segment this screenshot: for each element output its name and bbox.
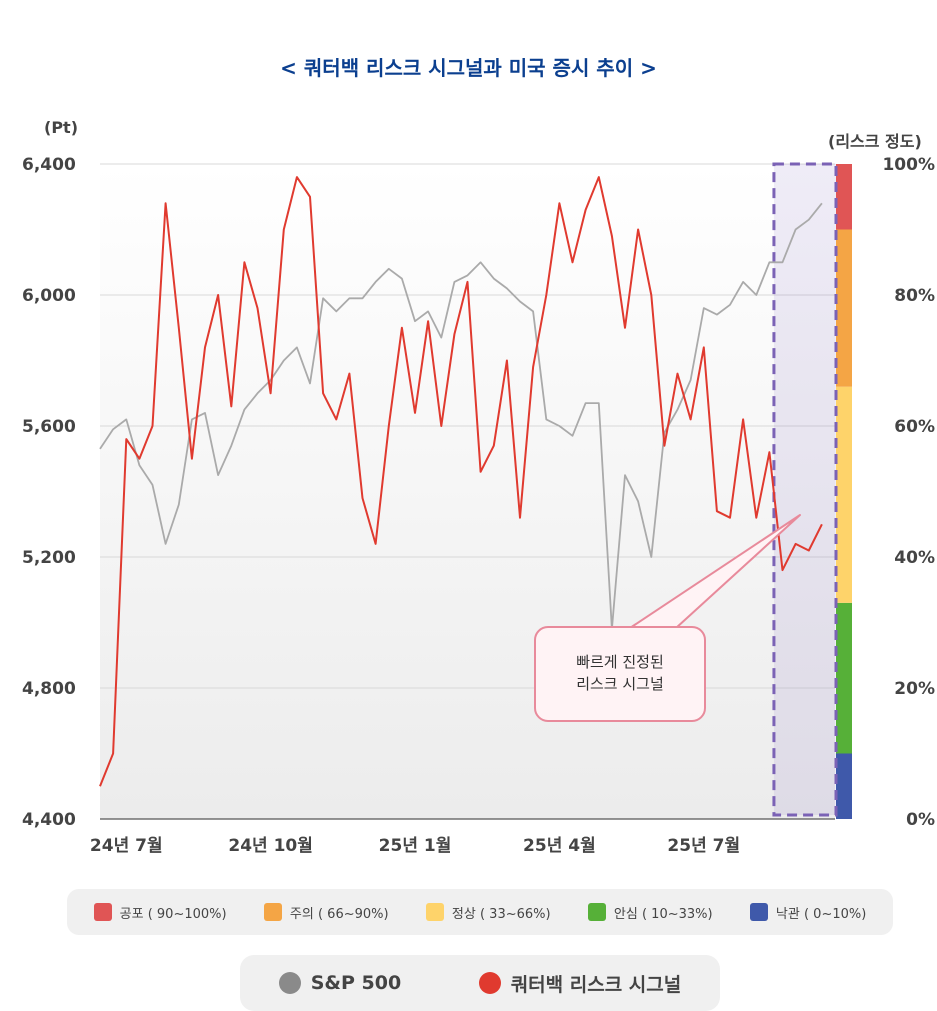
left-axis-unit: (Pt) (44, 118, 78, 137)
risk-legend-item-fear: 공포 ( 90~100%) (93, 903, 227, 922)
series-legend-item-sp500: S&P 500 (278, 972, 402, 994)
y-right-tick-label: 100% (882, 155, 935, 175)
callout-line-2: 리스크 시그널 (576, 675, 664, 693)
x-axis: 24년 7월 24년 10월 25년 1월 25년 4월 25년 7월 (90, 836, 740, 856)
legend-swatch (425, 903, 444, 921)
y-right-tick-label: 60% (894, 417, 935, 437)
y-left-tick-label: 4,400 (22, 810, 76, 830)
legend-label: 안심 ( 10~33%) (613, 906, 713, 922)
y-left-tick-label: 6,000 (22, 286, 76, 306)
x-tick-label: 24년 10월 (228, 836, 313, 856)
y-axis-left: 4,400 4,800 5,200 5,600 6,000 6,400 (22, 155, 76, 830)
right-axis-unit: (리스크 정도) (828, 132, 922, 151)
chart-title: < 쿼터백 리스크 시그널과 미국 증시 추이 > (280, 56, 657, 80)
series-dot (478, 972, 501, 994)
series-label: 쿼터백 리스크 시그널 (510, 973, 682, 996)
series-legend-item-risk: 쿼터백 리스크 시그널 (478, 970, 682, 997)
risk-color-bar (836, 164, 852, 819)
risk-band (836, 753, 852, 819)
x-tick-label: 25년 7월 (667, 836, 740, 856)
series-label: S&P 500 (310, 972, 402, 994)
risk-legend-item-optimism: 낙관 ( 0~10%) (749, 903, 867, 922)
legend-label: 정상 ( 33~66%) (451, 906, 551, 922)
risk-band (836, 229, 852, 387)
legend-swatch (587, 903, 606, 921)
risk-legend-item-relief: 안심 ( 10~33%) (587, 903, 713, 922)
y-right-tick-label: 20% (894, 679, 935, 699)
legend-label: 공포 ( 90~100%) (119, 906, 227, 922)
annotation-callout: 빠르게 진정된 리스크 시그널 (534, 626, 706, 722)
x-tick-label: 25년 4월 (523, 836, 596, 856)
highlight-region (772, 162, 838, 817)
y-right-tick-label: 40% (894, 548, 935, 568)
series-lines (99, 176, 823, 787)
y-right-tick-label: 0% (906, 810, 935, 830)
risk-legend-item-caution: 주의 ( 66~90%) (263, 903, 389, 922)
risk-legend-item-normal: 정상 ( 33~66%) (425, 903, 551, 922)
plot-background (100, 164, 835, 819)
legend-label: 낙관 ( 0~10%) (775, 906, 867, 922)
y-right-tick-label: 80% (894, 286, 935, 306)
sp500-line (99, 202, 823, 630)
legend-label: 주의 ( 66~90%) (289, 906, 389, 922)
risk-band (836, 164, 852, 230)
highlight-box (772, 162, 838, 817)
legend-swatch (263, 903, 282, 921)
legend-swatch (749, 903, 768, 921)
series-legend: S&P 500 쿼터백 리스크 시그널 (240, 955, 720, 1011)
risk-band (836, 602, 852, 754)
callout-line-1: 빠르게 진정된 (576, 653, 664, 672)
y-left-tick-label: 5,600 (22, 417, 76, 437)
risk-legend: 공포 ( 90~100%) 주의 ( 66~90%) 정상 ( 33~66%) … (67, 889, 893, 935)
y-left-tick-label: 6,400 (22, 155, 76, 175)
risk-signal-line (99, 176, 823, 787)
y-axis-right: 0% 20% 40% 60% 80% 100% (882, 155, 935, 830)
series-dot (278, 972, 301, 994)
x-tick-label: 24년 7월 (90, 836, 163, 856)
legend-swatch (93, 903, 112, 921)
y-left-tick-label: 4,800 (22, 679, 76, 699)
x-tick-label: 25년 1월 (379, 836, 452, 856)
risk-band (836, 386, 852, 603)
y-left-tick-label: 5,200 (22, 548, 76, 568)
